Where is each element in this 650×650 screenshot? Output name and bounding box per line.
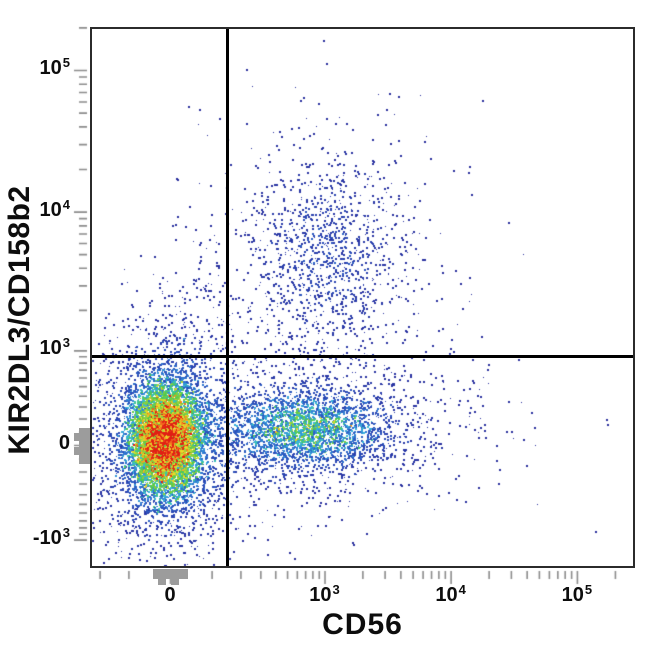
- y-tick-label: 104: [39, 196, 70, 221]
- x-axis-zero-density-marker: [153, 569, 188, 579]
- x-tick-label: 0: [164, 584, 176, 606]
- x-axis-zero-density-marker-tooth: [158, 579, 166, 585]
- x-tick-label: 103: [309, 582, 340, 606]
- quadrant-gate-horizontal-line: [92, 354, 633, 359]
- y-tick-label: 0: [58, 432, 70, 454]
- plot-frame: [90, 27, 635, 568]
- y-axis-title: KIR2DL3/CD158b2: [3, 185, 36, 455]
- y-axis-zero-density-marker-tooth: [74, 433, 79, 441]
- y-axis-zero-density-marker-tooth: [74, 447, 79, 455]
- x-tick-label: 105: [561, 582, 593, 606]
- quadrant-gate-vertical-line: [225, 29, 229, 566]
- x-axis-title: CD56: [322, 608, 403, 641]
- x-axis-zero-density-marker-tooth: [171, 579, 179, 585]
- x-tick-label: 104: [435, 582, 466, 606]
- y-axis-zero-density-marker: [79, 428, 90, 464]
- y-tick-label: 103: [39, 335, 70, 360]
- y-tick-label: 105: [39, 55, 70, 80]
- y-tick-label: -103: [32, 524, 70, 549]
